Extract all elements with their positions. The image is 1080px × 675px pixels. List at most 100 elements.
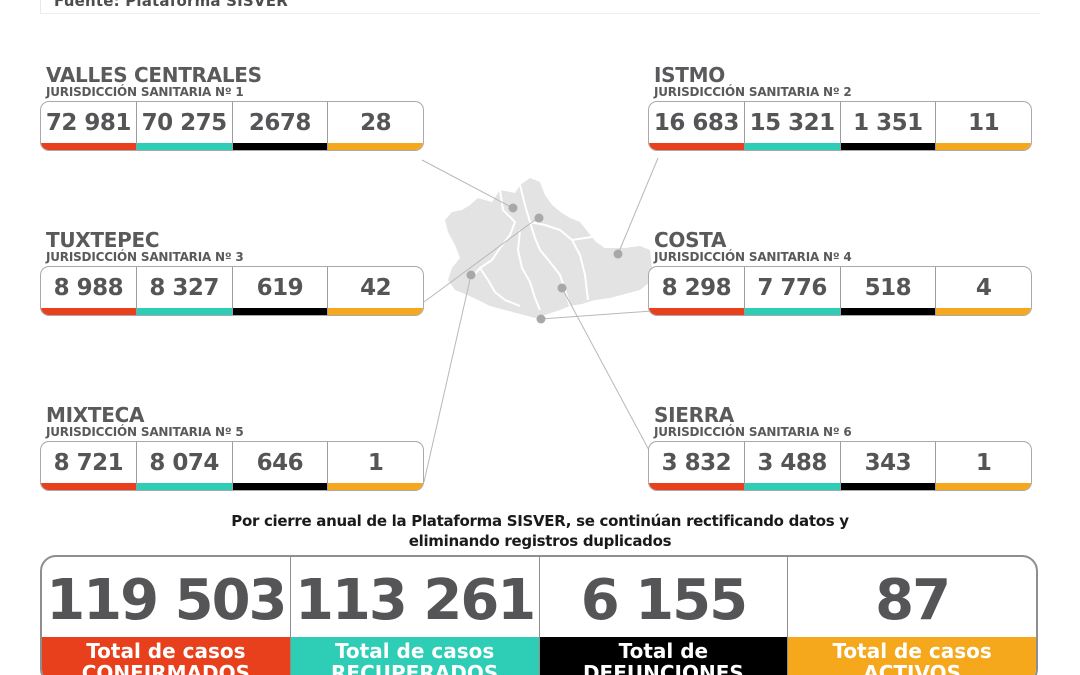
region-title: VALLES CENTRALES	[46, 63, 262, 87]
stat-confirmados: 8 988	[41, 267, 137, 315]
notice-line-2: eliminando registros duplicados	[408, 532, 672, 550]
region-sierra: SIERRA JURISDICCIÓN SANITARIA Nº 6 3 832…	[648, 405, 1032, 491]
total-recuperados: 113 261 Total de casos RECUPERADOS	[290, 557, 540, 675]
region-title: TUXTEPEC	[46, 228, 160, 252]
stat-defunciones: 646	[232, 442, 329, 490]
stat-value: 1 351	[853, 110, 923, 136]
stat-value: 343	[864, 450, 912, 476]
stat-value: 3 832	[661, 450, 732, 476]
stat-value: 8 327	[149, 275, 219, 301]
total-label-line-2: ACTIVOS	[863, 661, 962, 675]
map-dot-sierra	[557, 283, 567, 293]
stat-confirmados: 8 721	[41, 442, 137, 490]
notice-line-1: Por cierre anual de la Plataforma SISVER…	[231, 512, 849, 530]
region-costa: COSTA JURISDICCIÓN SANITARIA Nº 4 8 298 …	[648, 230, 1032, 316]
stat-value: 3 488	[757, 450, 827, 476]
stat-value: 15 321	[749, 110, 836, 136]
total-confirmados: 119 503 Total de casos CONFIRMADOS	[42, 557, 291, 675]
stat-defunciones: 518	[840, 267, 937, 315]
stat-row: 8 298 7 776 518 4	[648, 266, 1032, 316]
stat-value: 8 298	[661, 275, 732, 301]
map-dot-valles-centrales	[508, 203, 518, 213]
region-title: SIERRA	[654, 403, 734, 427]
stat-value: 646	[256, 450, 304, 476]
stat-value: 16 683	[653, 110, 740, 136]
stat-activos: 28	[328, 102, 423, 150]
source-box	[40, 0, 1040, 14]
stat-activos: 1	[328, 442, 423, 490]
stat-confirmados: 72 981	[41, 102, 137, 150]
total-label-line-1: Total de casos	[832, 639, 992, 663]
stat-defunciones: 1 351	[840, 102, 937, 150]
region-jurisdiccion: JURISDICCIÓN SANITARIA Nº 4	[654, 250, 852, 264]
stat-value: 518	[864, 275, 912, 301]
total-label-line-1: Total de casos	[334, 639, 495, 663]
stat-value: 8 074	[149, 450, 219, 476]
region-title: COSTA	[654, 228, 727, 252]
total-value: 6 155	[580, 568, 748, 633]
map-dot-tuxtepec	[534, 213, 544, 223]
stat-activos: 11	[936, 102, 1031, 150]
total-label: Total de DEFUNCIONES	[539, 637, 788, 675]
stat-value: 72 981	[45, 110, 132, 136]
total-label: Total de casos CONFIRMADOS	[42, 637, 290, 675]
region-title: MIXTECA	[46, 403, 145, 427]
stat-value: 42	[360, 275, 392, 301]
stat-value: 8 721	[53, 450, 124, 476]
stat-confirmados: 8 298	[649, 267, 745, 315]
stat-row: 8 721 8 074 646 1	[40, 441, 424, 491]
stat-value: 11	[968, 110, 1000, 136]
map-dot-mixteca	[466, 270, 476, 280]
stat-value: 4	[975, 275, 992, 301]
stat-confirmados: 3 832	[649, 442, 745, 490]
total-label: Total de casos RECUPERADOS	[290, 637, 539, 675]
map-state-shape	[445, 178, 652, 318]
total-value: 119 503	[46, 568, 287, 633]
stat-activos: 42	[328, 267, 423, 315]
stat-defunciones: 343	[840, 442, 937, 490]
total-label-line-2: CONFIRMADOS	[81, 661, 251, 675]
totals-panel: 119 503 Total de casos CONFIRMADOS 113 2…	[40, 555, 1038, 675]
stat-recuperados: 7 776	[744, 267, 841, 315]
stat-row: 72 981 70 275 2678 28	[40, 101, 424, 151]
region-jurisdiccion: JURISDICCIÓN SANITARIA Nº 6	[654, 425, 852, 439]
source-text: Fuente: Plataforma SISVER	[54, 0, 288, 10]
stat-row: 16 683 15 321 1 351 11	[648, 101, 1032, 151]
stat-defunciones: 2678	[232, 102, 329, 150]
stat-value: 2678	[248, 110, 312, 136]
stat-defunciones: 619	[232, 267, 329, 315]
stat-value: 1	[367, 450, 384, 476]
total-label-line-1: Total de	[618, 639, 709, 663]
stat-value: 7 776	[757, 275, 827, 301]
stat-recuperados: 3 488	[744, 442, 841, 490]
region-title: ISTMO	[654, 63, 725, 87]
region-jurisdiccion: JURISDICCIÓN SANITARIA Nº 3	[46, 250, 244, 264]
stat-row: 3 832 3 488 343 1	[648, 441, 1032, 491]
map-dot-costa	[536, 314, 546, 324]
stat-recuperados: 8 327	[136, 267, 233, 315]
stat-recuperados: 8 074	[136, 442, 233, 490]
total-label-line-1: Total de casos	[86, 639, 246, 663]
region-istmo: ISTMO JURISDICCIÓN SANITARIA Nº 2 16 683…	[648, 65, 1032, 151]
total-value: 87	[875, 568, 951, 633]
region-valles-centrales: VALLES CENTRALES JURISDICCIÓN SANITARIA …	[40, 65, 424, 151]
total-label-line-2: DEFUNCIONES	[582, 661, 744, 675]
stat-confirmados: 16 683	[649, 102, 745, 150]
stat-value: 8 988	[53, 275, 124, 301]
total-value: 113 261	[294, 568, 536, 633]
region-tuxtepec: TUXTEPEC JURISDICCIÓN SANITARIA Nº 3 8 9…	[40, 230, 424, 316]
total-defunciones: 6 155 Total de DEFUNCIONES	[539, 557, 789, 675]
stat-activos: 4	[936, 267, 1031, 315]
notice-text: Por cierre anual de la Plataforma SISVER…	[0, 511, 1080, 551]
region-mixteca: MIXTECA JURISDICCIÓN SANITARIA Nº 5 8 72…	[40, 405, 424, 491]
region-jurisdiccion: JURISDICCIÓN SANITARIA Nº 5	[46, 425, 244, 439]
region-jurisdiccion: JURISDICCIÓN SANITARIA Nº 2	[654, 85, 852, 99]
stat-activos: 1	[936, 442, 1031, 490]
stat-recuperados: 15 321	[744, 102, 841, 150]
region-jurisdiccion: JURISDICCIÓN SANITARIA Nº 1	[46, 85, 244, 99]
total-activos: 87 Total de casos ACTIVOS	[788, 557, 1036, 675]
stat-value: 70 275	[141, 110, 228, 136]
stat-value: 1	[975, 450, 992, 476]
stat-value: 619	[256, 275, 304, 301]
total-label: Total de casos ACTIVOS	[788, 637, 1036, 675]
